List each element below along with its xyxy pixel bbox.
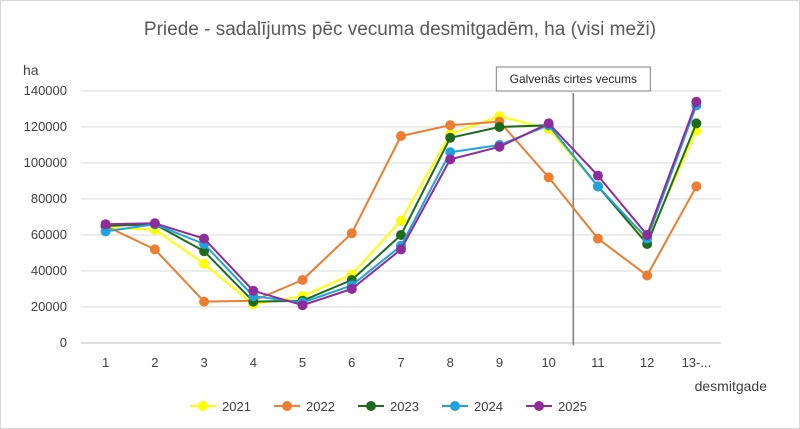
data-point [297, 275, 308, 285]
legend-label: 2024 [474, 399, 503, 414]
y-tick-label: 60000 [31, 227, 67, 242]
y-tick-label: 20000 [31, 299, 67, 314]
legend-swatch-marker [534, 401, 544, 411]
x-tick-label: 12 [640, 355, 654, 370]
x-tick-label: 3 [200, 355, 207, 370]
x-tick-label: 1 [102, 355, 109, 370]
x-tick-label: 10 [541, 355, 555, 370]
x-tick-label: 8 [447, 355, 454, 370]
legend-item-2024: 2024 [442, 399, 503, 414]
data-point [199, 246, 210, 257]
data-point [691, 96, 702, 107]
legend-label: 2023 [390, 399, 419, 414]
y-tick-label: 80000 [31, 191, 67, 206]
x-tick-label: 5 [299, 355, 306, 370]
x-tick-label: 11 [591, 355, 605, 370]
legend-item-2025: 2025 [526, 399, 587, 414]
data-point [691, 118, 702, 129]
data-point [543, 118, 554, 129]
data-point [592, 170, 603, 181]
data-point [445, 120, 456, 131]
data-point [149, 244, 160, 255]
data-point [199, 233, 210, 244]
data-point [445, 147, 456, 158]
data-point [396, 230, 406, 240]
data-point [494, 141, 505, 152]
x-tick-label: 13-... [682, 355, 712, 370]
series-line-2022 [105, 120, 698, 303]
annotation: Galvenās cirtes vecums [495, 66, 651, 345]
legend-swatch-marker [450, 401, 460, 411]
legend-label: 2025 [558, 399, 587, 414]
x-tick-labels: 1 2 3 4 5 6 7 8 9 10 11 12 13-... [102, 355, 711, 370]
data-point [691, 181, 702, 192]
data-point [592, 233, 603, 244]
x-tick-label: 9 [496, 355, 503, 370]
y-axis-label: ha [23, 62, 39, 78]
series-2023 [100, 118, 702, 307]
x-tick-label: 4 [250, 355, 257, 370]
series-line-2023 [105, 123, 698, 303]
legend-item-2023: 2023 [358, 399, 419, 414]
data-point [199, 296, 210, 307]
data-point [346, 284, 357, 294]
legend-swatch-marker [366, 401, 376, 411]
x-tick-label: 7 [397, 355, 404, 370]
y-tick-label: 0 [60, 335, 67, 350]
y-tick-label: 120000 [24, 119, 67, 134]
gridlines [81, 90, 721, 344]
data-point [100, 219, 111, 230]
x-tick-label: 6 [348, 355, 355, 370]
y-tick-label: 140000 [24, 83, 67, 98]
data-point [642, 270, 653, 281]
data-point [297, 300, 308, 311]
data-point [346, 228, 357, 239]
data-point [543, 172, 554, 183]
series-line-2021 [105, 115, 698, 306]
data-point [199, 258, 210, 269]
series-2025 [100, 96, 702, 311]
annotation-label: Galvenās cirtes vecums [510, 72, 637, 86]
data-point [445, 154, 456, 165]
y-tick-label: 100000 [24, 155, 67, 170]
data-point [396, 244, 406, 255]
data-point [445, 132, 456, 143]
legend-label: 2022 [306, 399, 335, 414]
data-point [100, 226, 111, 237]
data-point [396, 131, 406, 141]
legend-label: 2021 [222, 399, 251, 414]
data-point [149, 218, 160, 229]
series-2022 [100, 116, 702, 307]
chart-title: Priede - sadalījums pēc vecuma desmitgad… [144, 19, 656, 40]
data-point [642, 230, 653, 240]
x-axis-label: desmitgade [695, 378, 768, 394]
data-point [592, 181, 603, 192]
legend-item-2022: 2022 [274, 399, 335, 414]
legend: 2021 2022 2023 2024 2025 [190, 399, 587, 414]
legend-swatch-marker [198, 401, 208, 411]
data-point [494, 122, 505, 132]
y-tick-labels: 0 20000 40000 60000 80000 100000 120000 140000 [24, 83, 67, 350]
annotation-box [495, 66, 651, 92]
data-point [396, 215, 406, 226]
x-tick-label: 2 [151, 355, 158, 370]
legend-swatch-marker [282, 401, 292, 411]
series-lines [100, 96, 702, 311]
y-tick-label: 40000 [31, 263, 67, 278]
data-point [248, 285, 259, 296]
legend-item-2021: 2021 [190, 399, 251, 414]
